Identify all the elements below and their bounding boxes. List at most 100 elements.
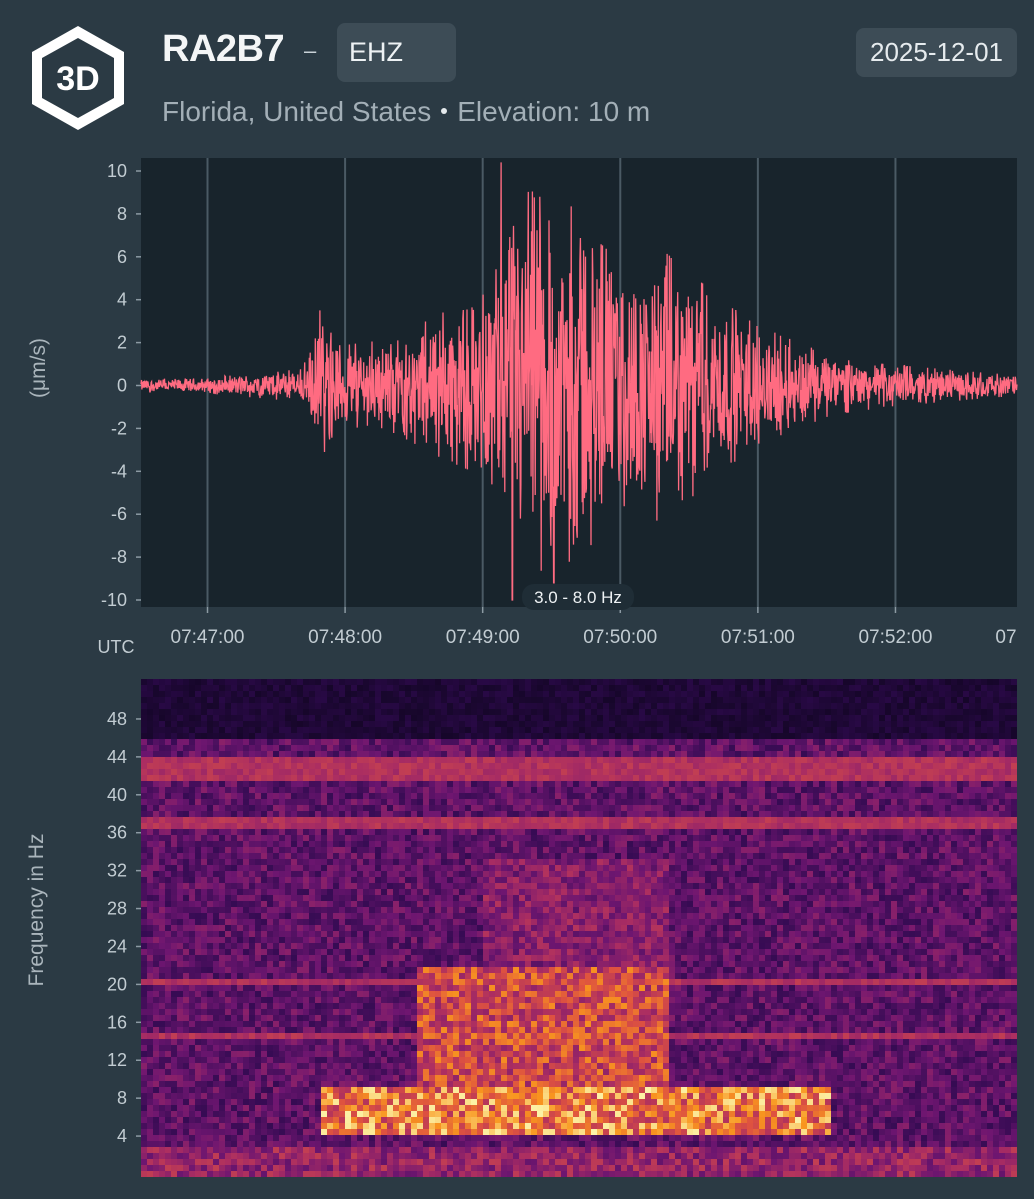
spectrogram-cell <box>795 829 801 835</box>
spectrogram-cell <box>693 817 699 823</box>
spectrogram-cell <box>489 733 495 739</box>
spectrogram-cell <box>735 757 741 763</box>
spectrogram-cell <box>837 745 843 751</box>
spectrogram-cell <box>591 775 597 781</box>
spectrogram-cell <box>243 787 249 793</box>
spectrogram-cell <box>153 799 159 805</box>
spectrogram-cell <box>171 757 177 763</box>
spectrogram-cell <box>333 877 339 883</box>
spectrogram-cell <box>357 757 363 763</box>
spectrogram-cell <box>729 781 735 787</box>
spectrogram-cell <box>645 679 651 685</box>
spectrogram-cell <box>567 835 573 841</box>
spectrogram-cell <box>477 769 483 775</box>
spectrogram-cell <box>651 799 657 805</box>
spectrogram-cell <box>345 691 351 697</box>
spectrogram-cell <box>489 739 495 745</box>
spectrogram-cell <box>387 715 393 721</box>
spectrogram-cell <box>849 715 855 721</box>
spectrogram-cell <box>693 751 699 757</box>
spectrogram-cell <box>261 829 267 835</box>
spectrogram-cell <box>591 751 597 757</box>
spectrogram-cell <box>333 733 339 739</box>
spectrogram-cell <box>495 727 501 733</box>
spectrogram-cell <box>669 691 675 697</box>
spectrogram-cell <box>699 853 705 859</box>
spectrogram-cell <box>219 841 225 847</box>
channel-selector[interactable]: EHZ <box>337 23 456 82</box>
spectrogram-cell <box>585 823 591 829</box>
spectrogram-cell <box>195 721 201 727</box>
spectrogram-cell <box>351 787 357 793</box>
spectrogram-cell <box>171 841 177 847</box>
spectrogram-cell <box>975 811 981 817</box>
spectrogram-cell <box>363 865 369 871</box>
spectrogram-cell <box>483 691 489 697</box>
spectrogram-cell <box>573 811 579 817</box>
spectrogram-cell <box>591 817 597 823</box>
spectrogram-cell <box>873 757 879 763</box>
spectrogram-cell <box>879 811 885 817</box>
spectrogram-cell <box>549 781 555 787</box>
spectrogram-cell <box>771 877 777 883</box>
spectrogram-cell <box>327 715 333 721</box>
spectrogram-cell <box>597 835 603 841</box>
spectrogram-cell <box>657 793 663 799</box>
spectrogram-cell <box>651 703 657 709</box>
spectrogram-cell <box>861 781 867 787</box>
spectrogram-cell <box>837 811 843 817</box>
spectrogram-cell <box>423 823 429 829</box>
spectrogram-cell <box>243 817 249 823</box>
spectrogram-cell <box>603 709 609 715</box>
spectrogram-cell <box>357 775 363 781</box>
spectrogram-cell <box>675 691 681 697</box>
spectrogram-cell <box>429 841 435 847</box>
spectrogram-cell <box>537 823 543 829</box>
date-selector[interactable]: 2025-12-01 <box>856 28 1017 77</box>
spectrogram-cell <box>621 865 627 871</box>
spectrogram-cell <box>273 817 279 823</box>
spectrogram-cell <box>687 865 693 871</box>
spectrogram-cell <box>813 871 819 877</box>
spectrogram-cell <box>867 853 873 859</box>
spectrogram-cell <box>927 781 933 787</box>
spectrogram-cell <box>789 805 795 811</box>
spectrogram-cell <box>195 805 201 811</box>
spectrogram-cell <box>261 847 267 853</box>
spectrogram-cell <box>789 757 795 763</box>
spectrogram-cell <box>375 841 381 847</box>
spectrogram-cell <box>321 733 327 739</box>
spectrogram-cell <box>255 859 261 865</box>
spectrogram-cell <box>651 793 657 799</box>
spectrogram-cell <box>885 853 891 859</box>
spectrogram-cell <box>561 691 567 697</box>
spectrogram-cell <box>921 841 927 847</box>
spectrogram-cell <box>801 805 807 811</box>
spectrogram-cell <box>981 847 987 853</box>
spectrogram-cell <box>531 769 537 775</box>
spectrogram-cell <box>297 877 303 883</box>
spectrogram-cell <box>777 811 783 817</box>
spectrogram-cell <box>933 739 939 745</box>
spectrogram-cell <box>771 859 777 865</box>
spectrogram-cell <box>849 805 855 811</box>
spectrogram-cell <box>969 817 975 823</box>
spectrogram-cell <box>783 709 789 715</box>
spectrogram-cell <box>327 793 333 799</box>
spectrogram-cell <box>729 775 735 781</box>
spectrogram-cell <box>381 829 387 835</box>
spectrogram-cell <box>297 793 303 799</box>
spectrogram-cell <box>657 739 663 745</box>
spectrogram-cell <box>921 865 927 871</box>
spectrogram-cell <box>279 775 285 781</box>
spectrogram-cell <box>807 865 813 871</box>
spectrogram-cell <box>621 715 627 721</box>
spectrogram-cell <box>387 829 393 835</box>
spectrogram-cell <box>873 751 879 757</box>
spectrogram-cell <box>669 841 675 847</box>
spectrogram-cell <box>741 871 747 877</box>
spectrogram-cell <box>669 757 675 763</box>
spectrogram-cell <box>267 877 273 883</box>
spectrogram-cell <box>219 775 225 781</box>
spectrogram-cell <box>891 781 897 787</box>
